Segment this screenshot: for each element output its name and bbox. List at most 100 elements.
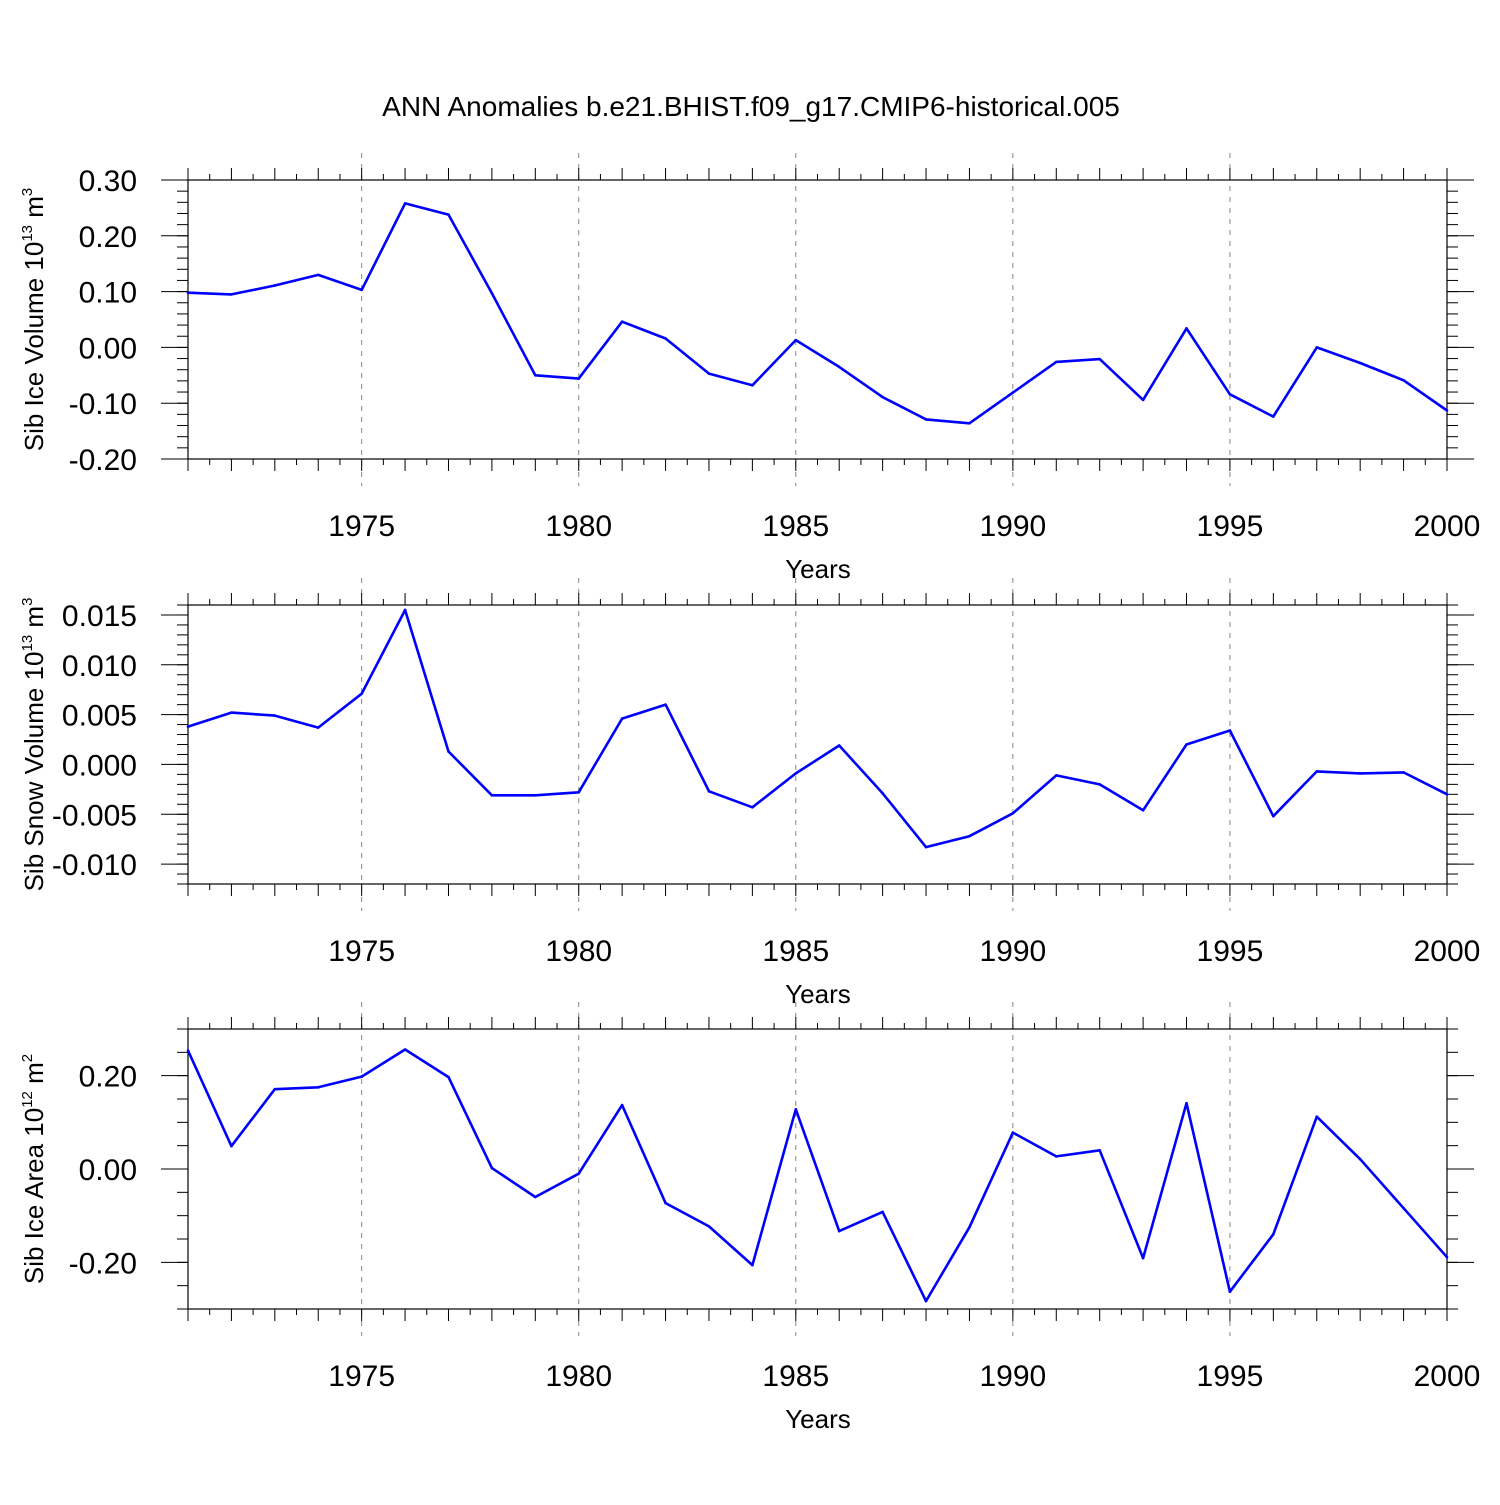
x-tick-label: 1990 xyxy=(979,935,1046,968)
panel-3: 1975 1980 1985 1990 1995 2000 Years -0.20 0.00 0.… xyxy=(19,1002,1480,1434)
x-tick-label: 1975 xyxy=(328,510,395,543)
x-axis-title: Years xyxy=(785,1404,851,1434)
y-axis-title-text: m xyxy=(19,606,49,635)
data-point xyxy=(707,1225,711,1228)
data-point xyxy=(1272,814,1275,818)
data-point xyxy=(273,284,277,287)
data-point xyxy=(1315,1115,1319,1119)
data-point xyxy=(273,1087,277,1091)
data-point xyxy=(316,273,320,277)
data-point xyxy=(403,1048,407,1051)
data-point xyxy=(968,421,971,425)
data-point xyxy=(881,1210,884,1214)
data-point xyxy=(794,1107,798,1111)
data-point xyxy=(1358,361,1362,365)
x-tick-label: 1980 xyxy=(545,935,612,968)
data-point xyxy=(490,291,494,295)
y-tick-label: -0.005 xyxy=(52,799,137,832)
data-point xyxy=(1402,1206,1405,1210)
x-tick-label: 1985 xyxy=(762,510,829,543)
y-tick-label: 0.20 xyxy=(79,221,137,254)
data-point xyxy=(1054,1155,1058,1158)
y-tick-label: 0.00 xyxy=(79,332,137,365)
x-tick-label: 1980 xyxy=(545,510,612,543)
data-point xyxy=(577,1172,581,1175)
data-point xyxy=(273,714,277,717)
data-point xyxy=(447,213,450,216)
y-axis-title-superscript: 2 xyxy=(19,1054,36,1062)
y-axis-title-text: Sib Ice Area 10 xyxy=(19,1108,49,1284)
data-point xyxy=(360,692,363,695)
y-axis-title: Sib Ice Volume 1013 m3 xyxy=(19,188,49,452)
data-point xyxy=(230,293,233,296)
data-point xyxy=(924,845,928,849)
y-axis-title: Sib Snow Volume 1013 m3 xyxy=(19,598,49,892)
y-tick-label: 0.10 xyxy=(79,277,137,310)
y-axis-title-superscript: 13 xyxy=(19,225,36,242)
y-tick-label: 0.000 xyxy=(62,749,137,782)
panels: 1975 1980 1985 1990 1995 2000 Years -0.20 -0.10 0… xyxy=(19,153,1480,1434)
data-point xyxy=(837,1229,841,1233)
x-tick-label: 1985 xyxy=(762,1360,829,1393)
data-point xyxy=(794,338,798,342)
data-point xyxy=(534,374,537,377)
x-axis-title: Years xyxy=(785,554,851,584)
data-point xyxy=(1228,729,1232,732)
y-tick-label: -0.20 xyxy=(69,1247,137,1280)
y-axis-title-text: Sib Snow Volume 10 xyxy=(19,651,49,891)
data-point xyxy=(1185,1101,1188,1105)
data-point xyxy=(881,792,884,795)
data-point xyxy=(1315,770,1319,773)
data-point xyxy=(403,608,407,612)
data-point xyxy=(707,790,711,793)
data-point xyxy=(1011,811,1015,815)
x-tick-label: 1985 xyxy=(762,935,829,968)
y-tick-label: -0.20 xyxy=(69,444,137,477)
x-tick-label: 1975 xyxy=(328,1360,395,1393)
data-point xyxy=(316,726,320,729)
y-axis-title-superscript: 13 xyxy=(19,635,36,652)
data-point xyxy=(1315,346,1319,349)
plot-frame xyxy=(187,604,1448,885)
y-tick-label: 0.30 xyxy=(79,165,137,198)
x-tick-label: 2000 xyxy=(1414,1360,1481,1393)
data-point xyxy=(1054,774,1058,777)
data-point xyxy=(924,418,928,421)
data-point xyxy=(620,717,624,720)
y-axis-title: Sib Ice Area 1012 m2 xyxy=(19,1054,49,1284)
y-axis-title-text: m xyxy=(19,196,49,225)
x-tick-label: 1990 xyxy=(979,1360,1046,1393)
data-point xyxy=(1272,1233,1275,1236)
data-point xyxy=(1141,1256,1145,1260)
data-point xyxy=(1141,398,1145,402)
x-tick-label: 1995 xyxy=(1197,935,1264,968)
data-point xyxy=(1185,743,1188,746)
data-point xyxy=(620,320,624,324)
data-point xyxy=(447,1075,450,1079)
data-point xyxy=(534,794,537,797)
data-point xyxy=(1272,415,1275,418)
data-point xyxy=(403,202,407,205)
data-point xyxy=(186,725,190,728)
y-tick-label: -0.10 xyxy=(69,388,137,421)
x-tick-label: 1995 xyxy=(1197,510,1264,543)
y-tick-label: -0.010 xyxy=(52,849,137,882)
figure-title: ANN Anomalies b.e21.BHIST.f09_g17.CMIP6-… xyxy=(382,91,1120,122)
data-point xyxy=(664,1201,667,1205)
series-line xyxy=(186,1048,1448,1303)
data-point xyxy=(1445,1255,1449,1259)
data-point xyxy=(707,372,711,375)
data-point xyxy=(751,1263,754,1267)
data-point xyxy=(360,288,363,292)
x-axis-title: Years xyxy=(785,979,851,1009)
plot-frame xyxy=(187,179,1448,460)
data-point xyxy=(316,1086,320,1089)
data-point xyxy=(577,377,581,380)
data-point xyxy=(1228,1290,1232,1294)
data-point xyxy=(186,1049,190,1052)
data-point xyxy=(1011,391,1015,394)
data-point xyxy=(230,1144,233,1148)
data-point xyxy=(881,395,884,399)
